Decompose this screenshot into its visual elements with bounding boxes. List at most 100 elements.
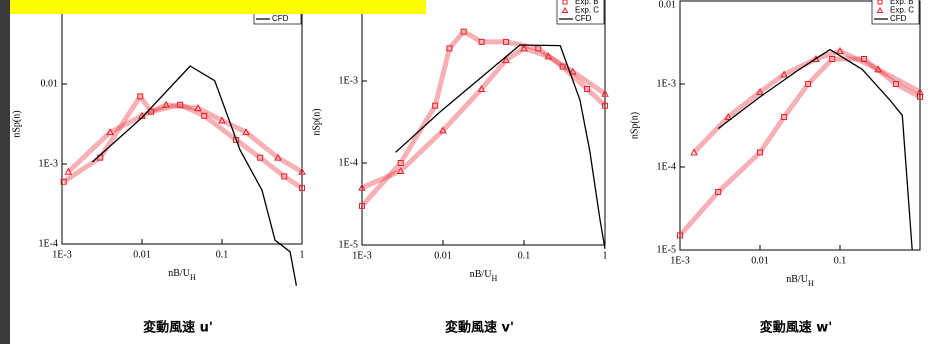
y-tick-label: 1E-4 xyxy=(657,161,676,172)
x-tick-label: 1 xyxy=(603,250,608,261)
x-tick-label: 1E-3 xyxy=(52,249,71,260)
x-tick-label: 0.01 xyxy=(133,249,151,260)
x-tick-label: 0.1 xyxy=(518,250,531,261)
marker-triangle xyxy=(520,44,528,52)
y-axis-label: nSp(n) xyxy=(311,108,322,135)
legend-swatch xyxy=(876,6,884,13)
marker-triangle xyxy=(812,54,820,63)
marker-square xyxy=(757,149,763,156)
marker-square xyxy=(397,160,404,166)
marker-triangle xyxy=(916,87,924,96)
marker-triangle xyxy=(690,148,698,156)
y-tick-label: 1E-4 xyxy=(39,238,58,249)
cfd-line xyxy=(717,48,913,251)
measured-band xyxy=(361,45,607,190)
marker-square xyxy=(359,202,365,209)
marker-square xyxy=(677,232,683,239)
y-tick-label: 1E-3 xyxy=(657,78,676,89)
legend-swatch xyxy=(561,6,569,13)
marker-triangle xyxy=(874,65,883,73)
legend-swatch xyxy=(877,0,883,5)
marker-triangle xyxy=(836,46,844,54)
marker-square xyxy=(257,154,264,161)
x-axis-label-sub: H xyxy=(808,279,814,288)
marker-triangle xyxy=(162,100,170,108)
marker-triangle xyxy=(780,70,788,78)
marker-square xyxy=(60,178,67,185)
marker-triangle xyxy=(477,84,486,92)
caption: 変動風速 v' xyxy=(445,320,514,336)
marker-triangle xyxy=(502,56,510,64)
x-axis-label: nB/UH xyxy=(470,269,498,283)
measured-band xyxy=(692,48,922,155)
marker-square xyxy=(892,81,899,87)
measured-band xyxy=(66,102,304,174)
marker-triangle xyxy=(358,183,366,191)
y-axis-label: nSp(n) xyxy=(11,110,22,137)
marker-square xyxy=(281,173,288,180)
marker-triangle xyxy=(274,153,282,161)
highlight-box xyxy=(10,0,426,14)
marker-triangle xyxy=(568,67,577,75)
marker-square xyxy=(503,38,510,45)
marker-square xyxy=(829,56,836,63)
caption: 変動風速 w' xyxy=(760,320,833,336)
x-axis-label-sub: H xyxy=(190,273,196,282)
x-axis-label-sub: H xyxy=(491,274,497,283)
marker-triangle xyxy=(64,167,73,175)
x-axis-label-main: nB/U xyxy=(786,274,808,285)
y-tick-label: 0.01 xyxy=(659,0,677,10)
marker-square xyxy=(137,93,144,100)
marker-square xyxy=(559,63,566,70)
plot-frame xyxy=(361,0,606,246)
marker-triangle xyxy=(194,104,202,112)
x-tick-label: 0.1 xyxy=(216,249,229,260)
x-tick-label: 0.1 xyxy=(834,255,847,266)
marker-square xyxy=(299,185,305,192)
y-tick-label: 1E-3 xyxy=(39,158,58,169)
marker-square xyxy=(861,56,868,63)
marker-triangle xyxy=(218,116,226,124)
x-tick-label: 1 xyxy=(300,249,305,260)
y-axis-label: nSp(n) xyxy=(629,112,640,139)
legend-label: CFD xyxy=(272,14,289,23)
marker-triangle xyxy=(298,167,306,175)
legend-label: Exp. C xyxy=(890,6,914,15)
marker-square xyxy=(148,108,155,115)
marker-square xyxy=(602,102,608,109)
y-tick-label: 1E-5 xyxy=(339,239,358,250)
measured-band xyxy=(360,29,607,208)
marker-triangle xyxy=(724,112,733,121)
marker-square xyxy=(715,188,722,195)
side-strip xyxy=(0,0,10,344)
marker-square xyxy=(177,101,184,108)
marker-triangle xyxy=(756,87,764,96)
marker-square xyxy=(446,45,453,52)
marker-square xyxy=(781,114,788,121)
x-axis-label: nB/UH xyxy=(168,268,196,282)
x-tick-label: 1E-3 xyxy=(352,250,371,261)
marker-triangle xyxy=(601,89,609,97)
y-tick-label: 0.01 xyxy=(41,78,59,89)
x-tick-label: 1E-3 xyxy=(670,255,689,266)
y-tick-label: 1E-4 xyxy=(339,157,358,168)
x-tick-label: 0.01 xyxy=(434,250,452,261)
cfd-line xyxy=(395,44,606,249)
marker-triangle xyxy=(106,128,115,136)
plot-frame xyxy=(679,0,921,251)
x-axis-label-main: nB/U xyxy=(470,269,492,280)
x-axis-label: nB/UH xyxy=(786,274,814,288)
marker-square xyxy=(805,81,812,87)
marker-triangle xyxy=(439,126,447,134)
legend-label: Exp. B xyxy=(575,0,599,6)
x-axis-label-main: nB/U xyxy=(168,268,190,279)
marker-square xyxy=(201,112,208,119)
measured-band xyxy=(678,56,922,238)
legend-label: Exp. B xyxy=(890,0,914,6)
legend-swatch xyxy=(562,0,568,5)
legend-label: Exp. C xyxy=(575,6,599,15)
marker-square xyxy=(460,28,467,35)
measured-band xyxy=(62,93,304,191)
